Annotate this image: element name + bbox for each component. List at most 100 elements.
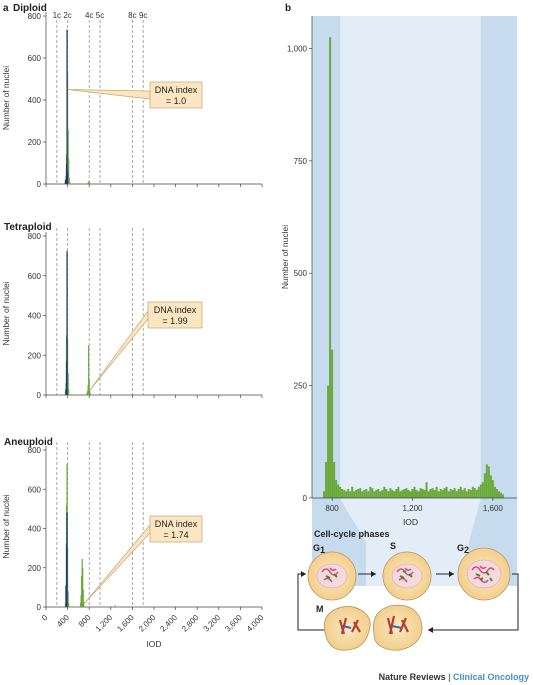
- b-bar-31: [385, 489, 388, 498]
- b-bar-1: [325, 462, 328, 498]
- b-x-axis-title: IOD: [403, 517, 418, 527]
- y-axis-title-0: Number of nuclei: [1, 66, 11, 130]
- b-bar-33: [389, 488, 392, 498]
- x-tick-label-3: 1,200: [94, 613, 115, 634]
- callout-line2-1: = 1.99: [162, 316, 187, 326]
- b-bar-42: [407, 489, 410, 498]
- y-tick-label-1-1: 200: [28, 351, 42, 360]
- b-bar-44: [411, 489, 414, 498]
- b-bar-39: [401, 489, 404, 498]
- b-y-tick-label-4: 1,000: [287, 44, 308, 53]
- b-bar-40: [403, 489, 406, 498]
- bar-2-green-6: [68, 603, 70, 607]
- b-bar-43: [409, 491, 412, 498]
- cell-cycle-diagram: Cell-cycle phases G 1 S: [297, 529, 519, 651]
- b-bar-13: [349, 491, 352, 498]
- arrow-g2-m: [428, 573, 519, 631]
- b-y-tick-label-2: 500: [294, 269, 308, 278]
- b-bar-38: [399, 491, 402, 498]
- bar-0-green-7: [68, 177, 70, 184]
- bar-0-green-5: [67, 129, 69, 184]
- x-axis-title-a: IOD: [146, 639, 161, 649]
- callout-line1-2: DNA index: [155, 519, 198, 529]
- y-tick-label-0-3: 600: [28, 54, 42, 63]
- y-tick-label-1-2: 400: [28, 312, 42, 321]
- b-bar-12: [347, 489, 350, 498]
- bar-1-green-13: [89, 393, 91, 395]
- b-bar-85: [493, 486, 496, 498]
- b-bar-32: [387, 491, 390, 498]
- x-tick-label-2: 800: [77, 613, 93, 629]
- b-bar-20: [363, 489, 366, 498]
- b-bar-72: [467, 489, 470, 498]
- b-bar-88: [499, 492, 502, 498]
- callout-line2-0: = 1.0: [166, 96, 186, 106]
- b-y-tick-label-3: 750: [294, 157, 308, 166]
- cell-g1: [307, 551, 357, 601]
- b-bar-75: [473, 488, 476, 498]
- b-bar-71: [465, 491, 468, 498]
- m-label: M: [316, 604, 324, 614]
- y-tick-label-2-1: 200: [28, 564, 42, 573]
- ploidy-label-2c: 2c: [63, 11, 71, 20]
- phases-title: Cell-cycle phases: [314, 529, 390, 539]
- ploidy-label-8c: 8c: [128, 11, 136, 20]
- b-bar-83: [489, 475, 492, 498]
- panel-a-letter: a: [3, 3, 9, 14]
- callout-box-1: [147, 301, 203, 329]
- bar-2-green-11: [82, 567, 84, 607]
- y-tick-label-0-0: 0: [37, 180, 42, 189]
- x-tick-label-6: 2,400: [158, 613, 179, 634]
- bar-1-green-12: [89, 389, 91, 395]
- ploidy-guides: 1c 2c 4c 5c 8c 9c: [53, 11, 147, 607]
- b-bar-76: [475, 489, 478, 498]
- b-bar-54: [431, 488, 434, 498]
- callout-box-2: [149, 515, 203, 543]
- credit-journal: Clinical Oncology: [452, 672, 529, 682]
- credit-separator: |: [445, 672, 453, 682]
- g1-label: G: [313, 543, 320, 553]
- b-bar-17: [357, 489, 360, 498]
- b-bar-66: [455, 491, 458, 498]
- y-tick-label-1-4: 800: [28, 232, 42, 241]
- chart-cell-cycle: 0 250 500 750 1,000 Number of nuclei 800 1,200 1…: [280, 16, 517, 586]
- chart-title-1: Tetraploid: [4, 222, 52, 233]
- x-tick-label-4: 1,600: [115, 613, 136, 634]
- ploidy-label-4c: 4c: [85, 11, 93, 20]
- bar-0-navy-3: [67, 171, 69, 184]
- b-bar-18: [359, 488, 362, 498]
- x-tick-label-0: 0: [40, 613, 50, 623]
- b-bar-16: [355, 489, 358, 498]
- b-bar-58: [439, 489, 442, 498]
- b-bar-84: [491, 480, 494, 498]
- b-bar-64: [451, 489, 454, 498]
- b-bar-27: [377, 489, 380, 498]
- g2-label: G: [457, 543, 464, 553]
- b-bar-55: [433, 489, 436, 498]
- ploidy-label-1c: 1c: [53, 11, 61, 20]
- b-x-tick-label-0: 800: [325, 504, 339, 513]
- bar-0-green-8: [69, 181, 71, 184]
- b-bar-34: [391, 489, 394, 498]
- callout-line1-1: DNA index: [154, 305, 197, 315]
- y-tick-label-1-3: 600: [28, 272, 42, 281]
- chart-diploid: Diploid 0 200 400 600 800 Number of nuclei DNA …: [1, 3, 263, 189]
- b-bar-35: [393, 491, 396, 498]
- credit-publisher: Nature Reviews: [378, 672, 446, 682]
- callout-line2-2: = 1.74: [163, 530, 188, 540]
- b-bar-3: [329, 37, 332, 498]
- y-tick-label-0-1: 200: [28, 138, 42, 147]
- b-bar-21: [365, 489, 368, 498]
- x-tick-label-9: 3,600: [223, 613, 244, 634]
- b-y-tick-label-0: 0: [303, 494, 308, 503]
- x-tick-label-7: 2,800: [180, 613, 201, 634]
- x-tick-label-10: 4,000: [245, 613, 266, 634]
- arrow-s-g2-head: [449, 571, 454, 577]
- ploidy-label-9c: 9c: [139, 11, 147, 20]
- y-tick-label-2-4: 800: [28, 446, 42, 455]
- b-bar-48: [419, 488, 422, 498]
- b-bar-11: [345, 491, 348, 498]
- b-bar-61: [445, 486, 448, 498]
- b-y-tick-label-1: 250: [294, 382, 308, 391]
